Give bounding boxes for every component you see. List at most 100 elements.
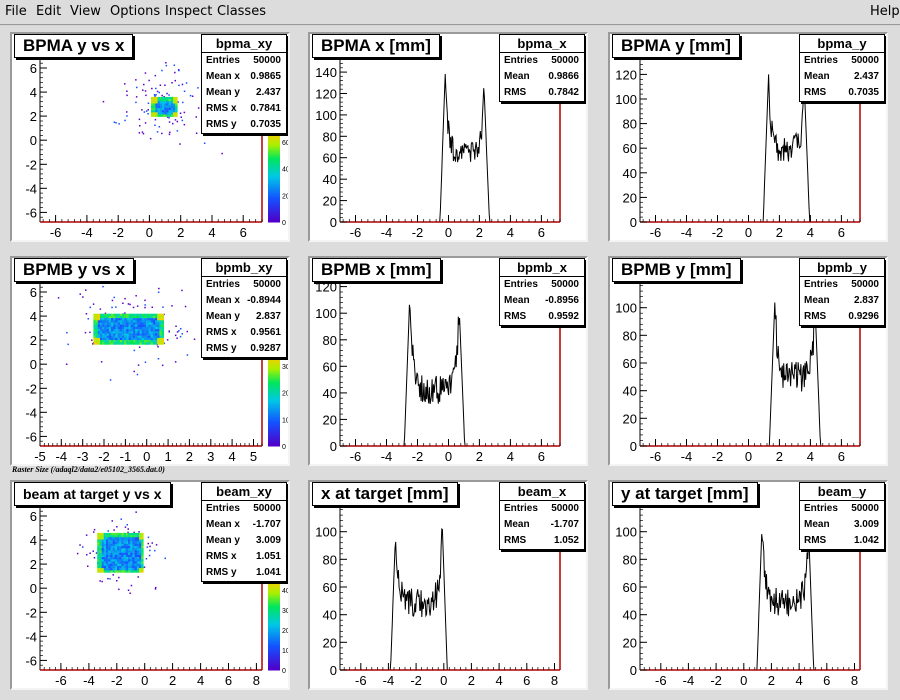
color-scale-band — [268, 164, 280, 168]
heat-cell — [102, 324, 105, 328]
heat-cell — [132, 539, 135, 542]
color-scale-band — [268, 443, 280, 447]
color-scale-band — [268, 370, 280, 373]
scatter-point — [168, 330, 170, 332]
x-tick-label: 2 — [768, 673, 775, 688]
heat-cell — [119, 337, 123, 341]
scatter-point — [57, 297, 60, 299]
menu-options[interactable]: Options — [110, 4, 161, 19]
heat-cell — [146, 322, 149, 325]
heat-cell — [152, 331, 156, 334]
scatter-point — [178, 84, 180, 87]
menu-inspect[interactable]: Inspect — [165, 4, 213, 19]
y-tick-label: 40 — [323, 608, 337, 623]
heat-cell — [99, 543, 102, 547]
heat-cell — [97, 320, 101, 323]
heat-cell — [97, 543, 100, 547]
heat-cell — [135, 322, 138, 325]
heat-cell — [168, 105, 171, 109]
heat-cell — [117, 329, 120, 332]
heat-cell — [128, 570, 131, 573]
menu-edit[interactable]: Edit — [36, 4, 62, 19]
stats-row: Mean -1.707 — [500, 517, 584, 533]
menu-file[interactable]: File — [5, 4, 27, 19]
heat-cell — [157, 110, 160, 113]
pad-bpmb_y[interactable]: -6 -4 -2 0 2 4 6 0 20 40 60 80 100 BPMB y [mm] bpmb_y E… — [608, 256, 888, 466]
pad-bpmb_x[interactable]: -6 -4 -2 0 2 4 6 0 20 40 60 80 100 120 BPMB x [mm] bpmb… — [308, 256, 588, 466]
heat-cell — [161, 340, 164, 343]
heat-cell — [112, 565, 115, 569]
heat-cell — [93, 331, 96, 334]
scatter-point — [133, 349, 136, 352]
heat-cell — [108, 552, 111, 556]
menu-help[interactable]: Help — [870, 4, 900, 19]
heat-cell — [173, 110, 176, 113]
pad-bpma_x[interactable]: -6 -4 -2 0 2 4 6 0 20 40 60 80 100 120 140 BPMA x [mm] b… — [308, 32, 588, 242]
heat-cell — [159, 329, 162, 332]
y-tick-label: 80 — [623, 552, 637, 567]
heat-cell — [157, 103, 160, 106]
heat-cell — [114, 546, 118, 549]
heat-cell — [111, 326, 114, 330]
pad-beam_x[interactable]: -6 -4 -2 0 2 4 6 8 0 20 40 60 80 100 x at target [mm] b… — [308, 480, 588, 690]
color-scale-band — [268, 584, 280, 588]
color-scale-band — [268, 642, 280, 646]
color-scale-band — [268, 383, 280, 387]
plot-title: beam at target y vs x — [14, 482, 171, 506]
menu-view[interactable]: View — [70, 4, 101, 19]
heat-cell — [123, 550, 126, 553]
heat-cell — [157, 315, 160, 319]
heat-cell — [128, 318, 131, 321]
color-scale-band — [268, 400, 280, 403]
stats-row: Entries 50000 — [500, 501, 584, 517]
heat-cell — [128, 539, 131, 542]
color-scale-band — [268, 148, 280, 152]
heat-cell — [173, 105, 176, 109]
heat-cell — [113, 329, 116, 332]
heat-cell — [99, 552, 102, 556]
heat-cell — [106, 546, 109, 549]
color-scale-band — [268, 192, 280, 195]
stats-row: Entries 50000 — [500, 53, 584, 69]
heat-cell — [106, 554, 109, 558]
scatter-point — [184, 305, 187, 308]
scatter-point — [115, 122, 117, 124]
color-scale-band — [268, 367, 280, 371]
stats-value: 0.7035 — [848, 87, 879, 98]
heat-cell — [164, 103, 167, 106]
heat-cell — [136, 537, 140, 540]
pad-bpma_y[interactable]: -6 -4 -2 0 2 4 6 0 20 40 60 80 100 120 BPMA y [mm] bpma… — [608, 32, 888, 242]
scatter-point — [186, 330, 188, 333]
heat-cell — [108, 331, 112, 334]
heat-cell — [97, 342, 101, 345]
heat-cell — [136, 535, 140, 538]
menu-classes[interactable]: Classes — [217, 4, 266, 19]
y-tick-label: 20 — [623, 190, 637, 205]
scatter-point — [125, 505, 127, 508]
scatter-point — [155, 586, 157, 589]
heat-cell — [134, 539, 137, 542]
color-scale-band — [268, 363, 280, 366]
heat-cell — [99, 561, 102, 564]
heat-cell — [175, 105, 178, 109]
x-tick-label: 0 — [745, 449, 752, 464]
pad-beam_y[interactable]: -6 -4 -2 0 2 4 6 8 0 20 40 60 80 100 y at target [mm] b… — [608, 480, 888, 690]
heat-cell — [117, 313, 120, 317]
scatter-point — [92, 303, 95, 305]
heat-cell — [135, 313, 138, 317]
heat-cell — [144, 340, 147, 343]
scatter-point — [137, 364, 140, 366]
heat-cell — [175, 101, 178, 104]
heat-cell — [108, 565, 111, 569]
heat-cell — [148, 333, 151, 336]
color-scale-band — [268, 212, 280, 216]
y-tick-label: 100 — [615, 92, 637, 107]
heat-cell — [150, 329, 153, 332]
heat-cell — [121, 539, 124, 542]
heat-cell — [119, 548, 122, 551]
heat-cell — [134, 552, 137, 556]
heat-cell — [139, 329, 142, 332]
